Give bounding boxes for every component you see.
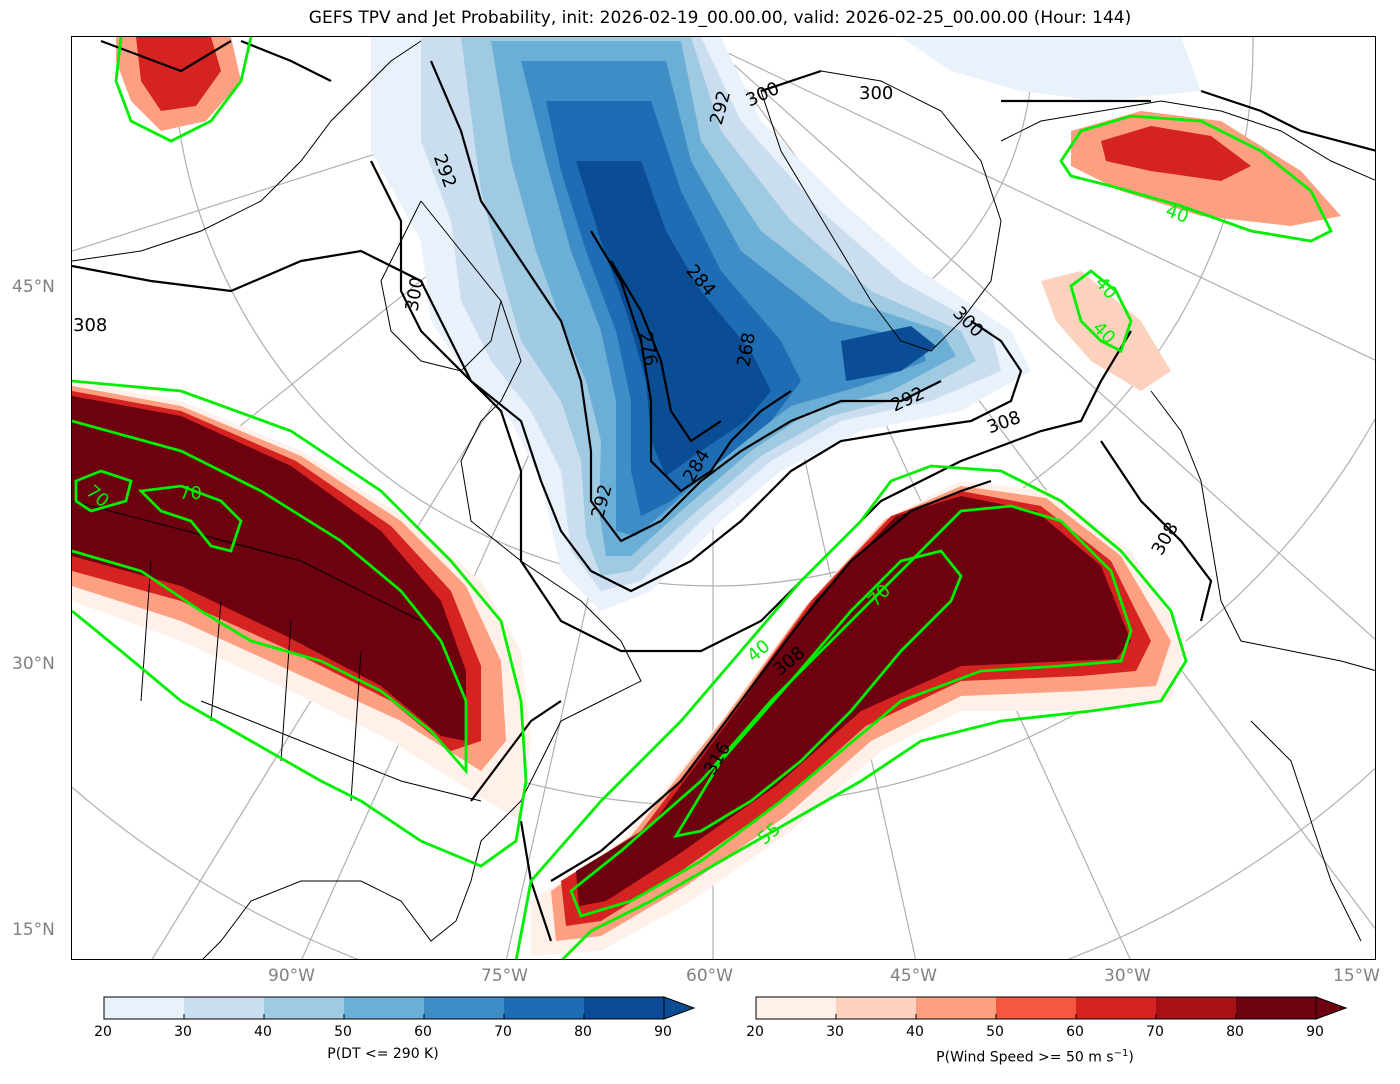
figure-title: GEFS TPV and Jet Probability, init: 2026… [308,8,1132,28]
hudson-bay-coast [380,200,502,372]
jet-colorbar-extend-arrow [1315,996,1348,1020]
tpv-tick: 70 [494,1024,512,1040]
jet-label: 70 [179,483,202,504]
tpv-colorbar-swatch [184,997,264,1019]
theta-label: 308 [73,315,107,336]
tpv-colorbar-swatch [584,997,664,1019]
jet-contour-55-west [72,419,468,775]
map-panel: 308 300 292 292 300 300 284 276 268 292 … [71,36,1376,960]
tpv-colorbar [103,996,703,1020]
theta-contour-284 [590,230,792,493]
us-state-borders [72,500,482,802]
theta-contour-300 [370,160,1023,593]
jet-tick: 80 [1226,1024,1244,1040]
jet-colorbar-swatch [1156,997,1236,1019]
theta-contour-coast-n [100,39,1375,152]
coastlines [72,40,1375,959]
graticule-meridian [712,45,1375,641]
lon-label-30w: 30°W [1104,966,1151,986]
greenland-coast [760,70,1002,352]
lat-label-45n: 45°N [12,277,55,297]
lat-label-15n: 15°N [12,920,55,940]
tpv-colorbar-swatch [344,997,424,1019]
tpv-tick: 90 [654,1024,672,1040]
jet-tick: 30 [826,1024,844,1040]
jet-contour-70-west [74,469,243,553]
jet-shade-north [1101,126,1251,181]
theta-label: 300 [743,78,783,112]
jet-colorbar-ticks: 20 30 40 50 60 70 80 90 [746,1024,1324,1042]
jet-colorbar-swatch [836,997,916,1019]
jet-shade-nw [136,37,221,111]
theta-contours [72,39,1375,942]
tpv-tick: 20 [94,1024,112,1040]
jet-tick: 50 [986,1024,1004,1040]
tpv-colorbar-swatch [424,997,504,1019]
jet-contour-70-east [569,504,1133,918]
jet-tick: 20 [746,1024,764,1040]
jet-colorbar [755,996,1355,1020]
jet-colorbar-swatch [996,997,1076,1019]
tpv-tick: 40 [254,1024,272,1040]
jet-colorbar-swatch [916,997,996,1019]
jet-colorbar-outline [755,996,1317,1020]
jet-contour-40-west [72,379,528,868]
tpv-colorbar-label: P(DT <= 290 K) [327,1046,439,1062]
tpv-tick: 80 [574,1024,592,1040]
theta-label: 300 [402,275,429,312]
jet-contours [72,37,1333,959]
jet-colorbar-swatches [755,996,1348,1020]
jet-colorbar-swatch [1076,997,1156,1019]
lon-label-45w: 45°W [890,966,937,986]
jet-contour-40-ne [1069,269,1133,353]
jet-shade-west-80 [72,396,466,741]
jet-shade-east-80 [576,496,1131,906]
jet-contour-40-east [514,464,1188,959]
theta-contour-276 [610,260,722,443]
jet-shade-ne [1041,271,1171,391]
tpv-colorbar-swatch [264,997,344,1019]
lon-label-15w: 15°W [1333,966,1380,986]
lon-label-60w: 60°W [686,966,733,986]
tpv-tick: 30 [174,1024,192,1040]
jet-tick: 60 [1066,1024,1084,1040]
tpv-shade-20 [901,37,1201,101]
tpv-tick: 60 [414,1024,432,1040]
tpv-colorbar-swatch [104,997,184,1019]
jet-tick: 70 [1146,1024,1164,1040]
tpv-shade-80 [841,326,936,381]
map-canvas: 308 300 292 292 300 300 284 276 268 292 … [72,37,1375,959]
tpv-tick: 50 [334,1024,352,1040]
graticule-meridian [712,45,1375,361]
europe-coast [1000,100,1375,942]
jet-tick: 40 [906,1024,924,1040]
tpv-colorbar-swatches [103,996,696,1020]
jet-tick: 90 [1306,1024,1324,1040]
jet-colorbar-label: P(Wind Speed >= 50 m s−1) [755,1048,1315,1066]
north-america-coast [72,40,642,959]
lon-label-75w: 75°W [481,966,528,986]
tpv-colorbar-extend-arrow [663,996,696,1020]
jet-colorbar-swatch [1236,997,1316,1019]
jet-contour-40-nw [114,37,253,143]
theta-contour-292 [429,60,942,543]
jet-colorbar-label-exponent: −1 [1113,1048,1129,1059]
lat-label-30n: 30°N [12,654,55,674]
jet-contour-40-north [1059,114,1333,243]
tpv-colorbar-swatch [504,997,584,1019]
tpv-shade-80 [576,161,771,476]
jet-colorbar-label-main: P(Wind Speed >= 50 m s [936,1049,1114,1066]
lon-label-90w: 90°W [268,966,315,986]
tpv-colorbar-outline [103,996,665,1020]
theta-contour-308 [72,249,1213,653]
tpv-colorbar-ticks: 20 30 40 50 60 70 80 90 [94,1024,672,1042]
theta-label: 300 [859,83,893,104]
jet-colorbar-swatch [756,997,836,1019]
jet-colorbar-label-end: ) [1128,1049,1134,1066]
theta-contour-316 [550,479,992,882]
